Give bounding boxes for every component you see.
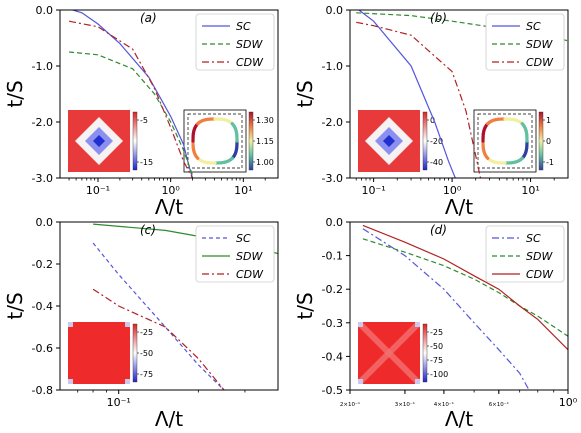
inset-heatmap-cross: -25 -50 -75 -100 (358, 322, 448, 384)
panel-3: 0.0 -0.2 -0.4 -0.6 -0.8 10⁻¹ Λ/t t/S -25 -50 -75 (c… (3, 216, 278, 429)
y-tick-label: -0.1 (322, 250, 343, 263)
colorbar (133, 324, 137, 382)
x-tick-label: 10⁻¹ (86, 184, 110, 197)
y-tick-label: -1.0 (32, 60, 53, 73)
y-tick-label: -0.2 (32, 258, 53, 271)
y-tick-label: -2.0 (32, 116, 53, 129)
panel-label: (c) (140, 223, 156, 237)
inset-corner (358, 379, 363, 384)
y-tick-label: -0.5 (322, 384, 343, 397)
legend-label: CDW (526, 56, 554, 69)
colorbar-tick-label: -15 (140, 158, 153, 167)
inset-corner (415, 379, 420, 384)
colorbar (539, 112, 543, 170)
y-tick-label: 0.0 (326, 4, 344, 17)
colorbar-tick-label: 1.30 (256, 116, 274, 125)
inset-heatmap (68, 322, 130, 384)
colorbar-tick-label: -25 (430, 328, 443, 337)
y-tick-label: -0.3 (322, 317, 343, 330)
y-tick-label: -0.4 (322, 350, 343, 363)
colorbar-tick-label: -100 (430, 370, 448, 379)
legend-label: SC (236, 20, 251, 33)
colorbar (133, 112, 137, 170)
insets: -25 -50 -75 (68, 322, 153, 384)
y-tick-label: -2.0 (322, 116, 343, 129)
colorbar (423, 112, 427, 170)
insets: -5 -15 1.30 1.15 1.00 (68, 110, 274, 172)
y-tick-label: -0.4 (32, 300, 53, 313)
x-axis-label: Λ/t (445, 407, 473, 429)
legend-label: SC (526, 232, 541, 245)
inset-heatmap-uniform: -25 -50 -75 (68, 322, 153, 384)
inset-corner (68, 322, 73, 327)
x-tick-label: 10¹ (234, 184, 252, 197)
colorbar (423, 324, 427, 382)
colorbar (249, 112, 253, 170)
colorbar-tick-label: -40 (430, 158, 443, 167)
legend-label: SDW (236, 38, 263, 51)
panel-label: (b) (430, 11, 447, 25)
x-axis-label: Λ/t (445, 195, 473, 219)
colorbar-tick-label: 0 (546, 137, 551, 146)
y-axis-label: t/S (3, 292, 27, 319)
legend-label: CDW (236, 56, 264, 69)
inset-corner (358, 322, 363, 327)
inset-heatmap-diamond: -5 -15 (68, 110, 153, 172)
x-tick-label: 10⁻¹ (362, 184, 386, 197)
colorbar-tick-label: 1.15 (256, 137, 274, 146)
colorbar-tick-label: -5 (140, 116, 148, 125)
inset-fermi-surface: 1.30 1.15 1.00 (184, 110, 274, 172)
y-tick-label: -3.0 (32, 172, 53, 185)
x-tick-label: 2×10⁻¹ (340, 401, 360, 408)
panel-label: (d) (430, 223, 447, 237)
legend-label: SC (526, 20, 541, 33)
inset-corner (415, 322, 420, 327)
y-tick-label: -3.0 (322, 172, 343, 185)
y-tick-label: 0.0 (36, 4, 54, 17)
x-tick-label: 10¹ (521, 184, 539, 197)
legend-label: SDW (526, 250, 553, 263)
y-tick-label: -0.8 (32, 384, 53, 397)
colorbar-tick-label: 1 (546, 116, 551, 125)
colorbar-tick-label: -75 (430, 356, 443, 365)
inset-corner (125, 322, 130, 327)
x-axis-label: Λ/t (155, 195, 183, 219)
colorbar-tick-label: -25 (140, 328, 153, 337)
colorbar-tick-label: -1 (546, 158, 554, 167)
legend-label: CDW (236, 268, 264, 281)
y-axis-label: t/S (293, 292, 317, 319)
x-tick-label: 3×10⁻¹ (395, 401, 415, 408)
panel-label: (a) (140, 11, 157, 25)
y-axis-label: t/S (3, 80, 27, 107)
inset-corner (125, 379, 130, 384)
y-tick-label: -0.6 (32, 342, 53, 355)
y-tick-label: 0.0 (36, 216, 54, 229)
colorbar-tick-label: -50 (430, 342, 443, 351)
colorbar-tick-label: -75 (140, 370, 153, 379)
x-tick-label: 6×10⁻¹ (489, 401, 509, 408)
x-tick-label: 10⁻¹ (107, 396, 131, 409)
colorbar-tick-label: -50 (140, 349, 153, 358)
insets: 0-20-40 1 0 -1 (358, 110, 554, 172)
insets: -25 -50 -75 -100 (358, 322, 448, 384)
y-tick-label: -1.0 (322, 60, 343, 73)
x-tick-label: 10⁰ (559, 396, 578, 409)
inset-corner (68, 379, 73, 384)
x-axis-label: Λ/t (155, 407, 183, 429)
colorbar-tick-label: 1.00 (256, 158, 274, 167)
inset-fermi-surface: 1 0 -1 (474, 110, 554, 172)
y-tick-label: -0.2 (322, 283, 343, 296)
y-axis-label: t/S (293, 80, 317, 107)
y-tick-label: 0.0 (326, 216, 344, 229)
legend-label: SC (236, 232, 251, 245)
legend-label: SDW (526, 38, 553, 51)
legend-label: SDW (236, 250, 263, 263)
inset-heatmap-diamond: 0-20-40 (358, 110, 443, 172)
legend-label: CDW (526, 268, 554, 281)
